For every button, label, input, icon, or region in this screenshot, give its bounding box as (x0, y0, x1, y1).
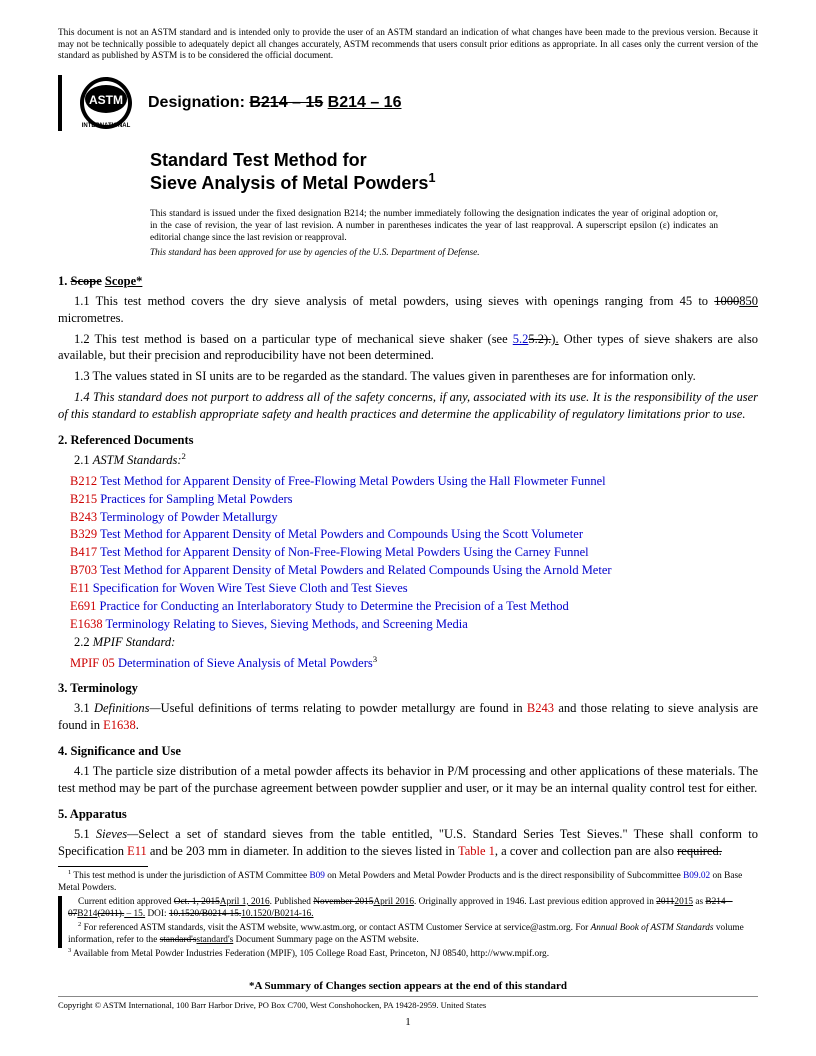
section-5-head: 5. Apparatus (58, 807, 758, 822)
section-3-head: 3. Terminology (58, 681, 758, 696)
ref-item: B212 Test Method for Apparent Density of… (70, 473, 758, 490)
ref-code[interactable]: B243 (70, 510, 97, 524)
para-5-1: 5.1 Sieves—Select a set of standard siev… (58, 826, 758, 860)
ref-item: B417 Test Method for Apparent Density of… (70, 544, 758, 561)
para-4-1: 4.1 The particle size distribution of a … (58, 763, 758, 797)
ref-item: B215 Practices for Sampling Metal Powder… (70, 491, 758, 508)
page-number: 1 (58, 1016, 758, 1028)
ref-item: B243 Terminology of Powder Metallurgy (70, 509, 758, 526)
ref-title[interactable]: Practices for Sampling Metal Powders (100, 492, 292, 506)
ref-code[interactable]: B212 (70, 474, 97, 488)
disclaimer-text: This document is not an ASTM standard an… (58, 28, 758, 63)
title-line1: Standard Test Method for (150, 149, 758, 172)
ref-code[interactable]: E691 (70, 599, 96, 613)
ref-code[interactable]: E11 (70, 581, 90, 595)
section-1-head: 1. Scope Scope* (58, 274, 758, 289)
change-bar-3 (58, 922, 62, 948)
ref-code[interactable]: B215 (70, 492, 97, 506)
svg-text:INTERNATIONAL: INTERNATIONAL (82, 123, 131, 129)
astm-logo: ASTM INTERNATIONAL (78, 75, 134, 131)
ref-title[interactable]: Specification for Woven Wire Test Sieve … (93, 581, 408, 595)
ref-title[interactable]: Test Method for Apparent Density of Non-… (100, 545, 589, 559)
para-1-2: 1.2 This test method is based on a parti… (58, 331, 758, 365)
para-1-4: 1.4 This standard does not purport to ad… (58, 389, 758, 423)
ref-title[interactable]: Terminology Relating to Sieves, Sieving … (106, 617, 468, 631)
footnote-1-line2: Current edition approved Oct. 1, 2015Apr… (68, 896, 758, 920)
change-bar-2 (58, 896, 62, 922)
section-4-head: 4. Significance and Use (58, 744, 758, 759)
footnote-1-line2-wrap: Current edition approved Oct. 1, 2015Apr… (58, 896, 758, 922)
ref-code[interactable]: B417 (70, 545, 97, 559)
para-2-1: 2.1 ASTM Standards:2 (58, 452, 758, 469)
issue-note: This standard is issued under the fixed … (150, 208, 718, 244)
summary-note: *A Summary of Changes section appears at… (58, 980, 758, 992)
title-block: Standard Test Method for Sieve Analysis … (150, 149, 758, 196)
title-line2: Sieve Analysis of Metal Powders1 (150, 172, 758, 195)
svg-text:ASTM: ASTM (89, 93, 123, 107)
footnote-1: 1 This test method is under the jurisdic… (58, 870, 758, 894)
link-5-2[interactable]: 5.2 (513, 332, 529, 346)
ref-title[interactable]: Test Method for Apparent Density of Free… (100, 474, 606, 488)
section-2-head: 2. Referenced Documents (58, 433, 758, 448)
change-bar (58, 75, 64, 131)
ref-mpif-title[interactable]: Determination of Sieve Analysis of Metal… (118, 656, 373, 670)
ref-code[interactable]: B329 (70, 527, 97, 541)
footnote-3: 3 Available from Metal Powder Industries… (58, 948, 758, 960)
ref-code[interactable]: E1638 (70, 617, 103, 631)
header-row: ASTM INTERNATIONAL Designation: B214 – 1… (58, 75, 758, 131)
footnote-rule (58, 866, 148, 867)
designation: Designation: B214 – 15 B214 – 16 (148, 94, 401, 112)
para-2-2: 2.2 MPIF Standard: (58, 634, 758, 651)
page: This document is not an ASTM standard an… (0, 0, 816, 1056)
para-1-3: 1.3 The values stated in SI units are to… (58, 368, 758, 385)
ref-mpif-code[interactable]: MPIF 05 (70, 656, 115, 670)
ref-item: E1638 Terminology Relating to Sieves, Si… (70, 616, 758, 633)
ref-code[interactable]: B703 (70, 563, 97, 577)
link-table1[interactable]: Table 1 (458, 844, 495, 858)
link-b09[interactable]: B09 (309, 871, 325, 881)
designation-label: Designation: (148, 94, 245, 111)
refs-list: B212 Test Method for Apparent Density of… (58, 473, 758, 633)
link-e1638[interactable]: E1638 (103, 718, 136, 732)
ref-title[interactable]: Terminology of Powder Metallurgy (100, 510, 278, 524)
footnote-2-wrap: 2 For referenced ASTM standards, visit t… (58, 922, 758, 948)
copyright: Copyright © ASTM International, 100 Barr… (58, 996, 758, 1010)
ref-title[interactable]: Practice for Conducting an Interlaborato… (100, 599, 569, 613)
ref-title[interactable]: Test Method for Apparent Density of Meta… (100, 563, 612, 577)
para-1-1: 1.1 This test method covers the dry siev… (58, 293, 758, 327)
ref-item: B329 Test Method for Apparent Density of… (70, 526, 758, 543)
ref-item: E11 Specification for Woven Wire Test Si… (70, 580, 758, 597)
dod-note: This standard has been approved for use … (150, 248, 758, 258)
designation-old: B214 – 15 (249, 94, 323, 111)
designation-new: B214 – 16 (328, 94, 402, 111)
link-b0902[interactable]: B09.02 (683, 871, 710, 881)
link-e11[interactable]: E11 (127, 844, 147, 858)
ref-item: B703 Test Method for Apparent Density of… (70, 562, 758, 579)
ref-mpif: MPIF 05 Determination of Sieve Analysis … (70, 655, 758, 672)
link-b243[interactable]: B243 (527, 701, 554, 715)
ref-title[interactable]: Test Method for Apparent Density of Meta… (100, 527, 583, 541)
para-3-1: 3.1 Definitions—Useful definitions of te… (58, 700, 758, 734)
ref-item: E691 Practice for Conducting an Interlab… (70, 598, 758, 615)
footnote-2: 2 For referenced ASTM standards, visit t… (68, 922, 758, 946)
